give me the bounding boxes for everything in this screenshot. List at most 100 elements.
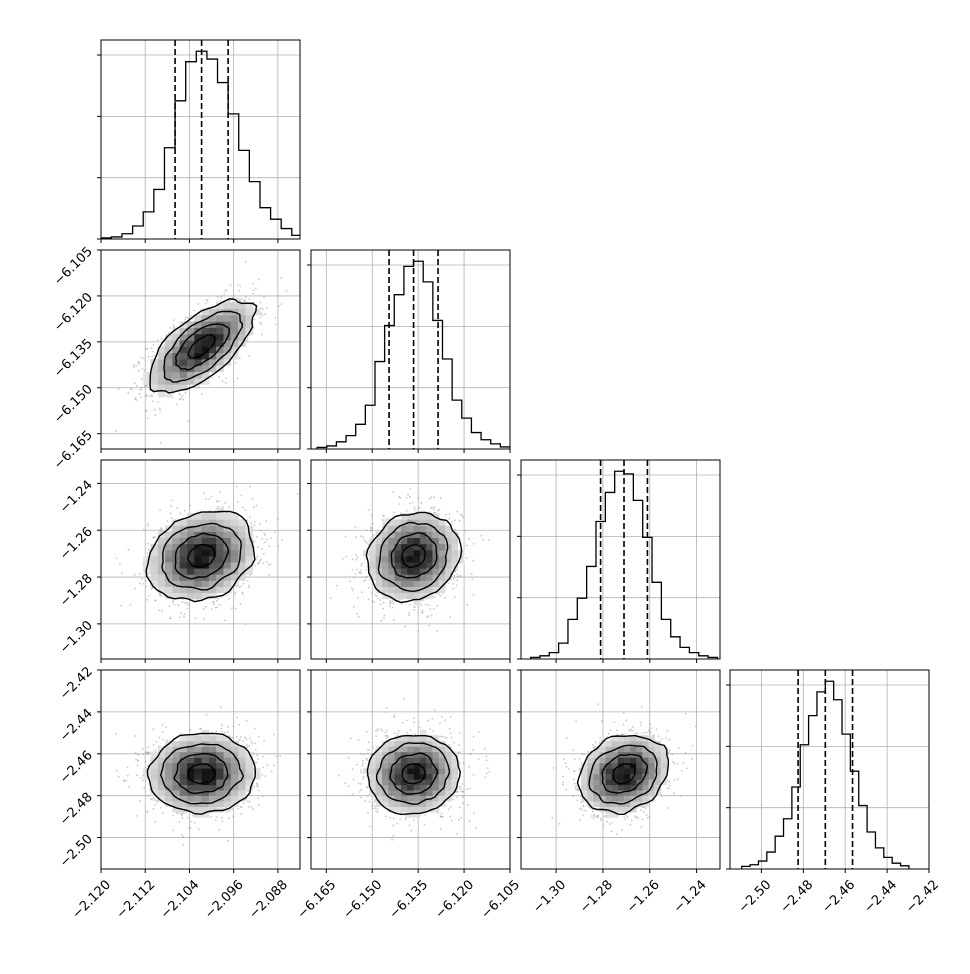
scatter-point bbox=[190, 314, 193, 317]
contour-level-0 bbox=[401, 543, 426, 569]
scatter-point bbox=[183, 509, 186, 512]
scatter-point bbox=[161, 610, 163, 612]
density-cell bbox=[382, 795, 389, 802]
scatter-point bbox=[263, 553, 265, 555]
scatter-point bbox=[362, 759, 364, 762]
scatter-point bbox=[616, 733, 619, 736]
scatter-point bbox=[636, 816, 639, 819]
scatter-point bbox=[573, 758, 576, 761]
scatter-point bbox=[274, 316, 277, 319]
scatter-point bbox=[176, 507, 178, 509]
scatter-point bbox=[640, 732, 643, 735]
scatter-point bbox=[458, 764, 461, 767]
density-cell bbox=[407, 562, 414, 569]
scatter-point bbox=[252, 289, 255, 292]
density-cell bbox=[194, 746, 202, 753]
density-cell bbox=[630, 735, 637, 742]
scatter-point bbox=[407, 493, 409, 496]
scatter-point bbox=[249, 516, 252, 518]
scatter-point bbox=[228, 817, 230, 820]
scatter-point bbox=[250, 740, 253, 743]
scatter-point bbox=[265, 520, 268, 522]
density-cell bbox=[150, 768, 159, 775]
scatter-point bbox=[246, 580, 249, 582]
density-cell bbox=[157, 762, 166, 769]
scatter-point bbox=[622, 723, 625, 726]
density-cell bbox=[150, 762, 159, 769]
density-cell bbox=[426, 574, 433, 581]
scatter-point bbox=[439, 735, 442, 738]
density-cell bbox=[179, 568, 188, 575]
scatter-point bbox=[405, 497, 408, 499]
scatter-point bbox=[385, 815, 387, 818]
density-cell bbox=[179, 795, 188, 802]
density-cell bbox=[143, 568, 151, 575]
density-cell bbox=[172, 568, 181, 575]
density-cell bbox=[648, 746, 655, 753]
density-cell bbox=[413, 598, 421, 606]
density-cell bbox=[230, 352, 239, 360]
scatter-point bbox=[379, 728, 382, 730]
density-cell bbox=[216, 314, 224, 322]
scatter-point bbox=[576, 799, 579, 802]
scatter-point bbox=[179, 398, 182, 400]
density-cell bbox=[438, 768, 446, 775]
density-cell bbox=[451, 784, 459, 791]
scatter-point bbox=[462, 791, 464, 793]
density-cell bbox=[419, 574, 427, 581]
scatter-point bbox=[362, 753, 365, 756]
scatter-point bbox=[147, 794, 150, 797]
density-cell bbox=[375, 795, 383, 802]
scatter-point bbox=[456, 568, 459, 571]
scatter-point bbox=[206, 300, 209, 302]
xtick-label: −6.120 bbox=[433, 877, 478, 922]
scatter-point bbox=[485, 759, 488, 762]
density-cell bbox=[630, 779, 637, 786]
scatter-point bbox=[217, 500, 220, 502]
density-cell bbox=[172, 740, 181, 747]
density-cell bbox=[407, 768, 414, 775]
density-cell bbox=[432, 531, 440, 538]
scatter-point bbox=[142, 357, 145, 360]
scatter-point bbox=[634, 815, 637, 817]
scatter-point bbox=[371, 808, 374, 810]
density-cell bbox=[419, 519, 427, 526]
density-cell bbox=[642, 740, 649, 747]
density-cell bbox=[172, 371, 181, 379]
density-cell bbox=[394, 574, 402, 581]
xtick-label: −2.42 bbox=[903, 877, 942, 916]
scatter-point bbox=[439, 595, 442, 597]
density-cell bbox=[245, 556, 254, 563]
density-cell bbox=[194, 340, 202, 347]
scatter-point bbox=[215, 730, 218, 733]
scatter-point bbox=[472, 749, 474, 752]
density-cell bbox=[157, 352, 166, 360]
density-cell bbox=[194, 795, 202, 802]
density-cell bbox=[445, 549, 452, 557]
density-cell bbox=[605, 751, 613, 758]
density-cell bbox=[587, 784, 594, 791]
scatter-point bbox=[140, 386, 143, 388]
density-cell bbox=[382, 757, 389, 764]
density-cell bbox=[624, 768, 631, 775]
xtick-label: −6.165 bbox=[295, 877, 340, 922]
contour-level-3 bbox=[145, 510, 256, 603]
density-cell bbox=[382, 592, 389, 600]
scatter-point bbox=[139, 776, 142, 779]
scatter-point bbox=[205, 302, 208, 305]
density-cell bbox=[194, 762, 202, 769]
scatter-point bbox=[163, 344, 165, 346]
density-cell bbox=[252, 773, 261, 780]
density-cell bbox=[394, 801, 402, 807]
density-cell bbox=[593, 801, 600, 807]
density-cell bbox=[208, 314, 217, 322]
density-cell bbox=[208, 346, 217, 354]
density-cell bbox=[187, 346, 195, 354]
panel-frame bbox=[520, 669, 721, 870]
density-cell bbox=[172, 340, 181, 347]
density-panel bbox=[551, 703, 697, 835]
density-cell bbox=[223, 790, 232, 796]
scatter-point bbox=[228, 300, 231, 302]
density-cell bbox=[172, 346, 181, 354]
